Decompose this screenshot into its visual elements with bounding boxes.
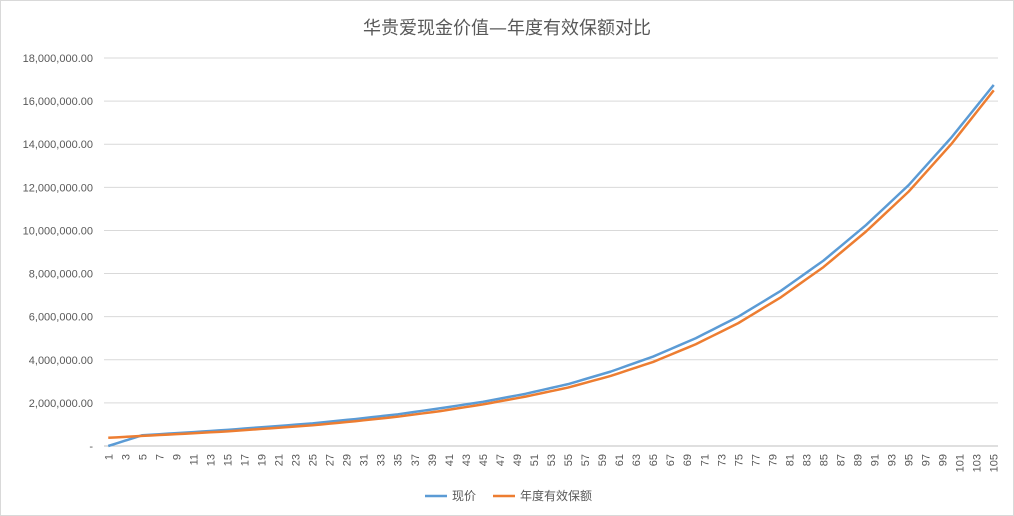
x-tick-label: 45 (478, 454, 490, 466)
x-tick-label: 105 (989, 454, 1001, 472)
y-tick-label: 4,000,000.00 (29, 355, 93, 367)
x-tick-label: 1 (103, 454, 115, 460)
x-tick-label: 65 (648, 454, 660, 466)
x-tick-label: 63 (631, 454, 643, 466)
y-tick-label: 8,000,000.00 (29, 269, 93, 281)
y-tick-label: 2,000,000.00 (29, 398, 93, 410)
legend: 现价 年度有效保额 (425, 488, 592, 503)
x-tick-label: 73 (716, 454, 728, 466)
y-tick-label: 12,000,000.00 (23, 182, 93, 194)
x-tick-label: 33 (376, 454, 388, 466)
y-tick-label: 16,000,000.00 (23, 96, 93, 108)
y-tick-label: 14,000,000.00 (23, 139, 93, 151)
x-tick-label: 61 (614, 454, 626, 466)
x-tick-label: 39 (427, 454, 439, 466)
x-tick-label: 49 (512, 454, 524, 466)
y-axis-ticks: - 2,000,000.00 4,000,000.00 6,000,000.00 8,0… (23, 53, 94, 453)
x-tick-label: 27 (325, 454, 337, 466)
x-tick-label: 47 (495, 454, 507, 466)
series-line-1 (108, 89, 995, 440)
x-tick-label: 95 (904, 454, 916, 466)
x-tick-label: 13 (205, 454, 217, 466)
legend-label-1: 年度有效保额 (520, 488, 592, 503)
x-tick-label: 19 (257, 454, 269, 466)
series-line-0 (107, 84, 995, 448)
x-tick-label: 41 (444, 454, 456, 466)
x-tick-label: 23 (291, 454, 303, 466)
x-tick-label: 25 (308, 454, 320, 466)
x-tick-label: 17 (239, 454, 251, 466)
x-tick-label: 83 (801, 454, 813, 466)
x-tick-label: 5 (137, 454, 149, 460)
x-tick-label: 51 (529, 454, 541, 466)
y-tick-label: 18,000,000.00 (23, 53, 93, 65)
x-tick-label: 35 (393, 454, 405, 466)
chart-title: 华贵爱现金价值—年度有效保额对比 (363, 18, 651, 39)
x-tick-label: 93 (887, 454, 899, 466)
x-tick-label: 55 (563, 454, 575, 466)
x-tick-label: 43 (461, 454, 473, 466)
x-tick-label: 69 (682, 454, 694, 466)
x-tick-label: 7 (154, 454, 166, 460)
y-tick-label: 6,000,000.00 (29, 312, 93, 324)
x-tick-label: 79 (767, 454, 779, 466)
x-tick-label: 11 (188, 454, 200, 465)
x-tick-label: 57 (580, 454, 592, 466)
x-tick-label: 101 (955, 454, 967, 472)
x-tick-label: 75 (733, 454, 745, 466)
x-tick-label: 9 (171, 454, 183, 460)
x-tick-label: 53 (546, 454, 558, 466)
x-axis-ticks: 1 3 5 7 9 11 13 15 17 19 21 23 25 27 29 31 33 35 37 39 41 43 4… (103, 454, 1000, 472)
x-tick-label: 91 (870, 454, 882, 466)
x-tick-label: 97 (921, 454, 933, 466)
grid-lines (104, 57, 998, 447)
x-tick-label: 59 (597, 454, 609, 466)
x-tick-label: 81 (784, 454, 796, 466)
x-tick-label: 37 (410, 454, 422, 466)
x-tick-label: 31 (359, 454, 371, 466)
x-tick-label: 67 (665, 454, 677, 466)
y-tick-label: - (89, 441, 93, 453)
x-tick-label: 77 (750, 454, 762, 466)
x-tick-label: 29 (342, 454, 354, 466)
x-tick-label: 87 (835, 454, 847, 466)
x-tick-label: 21 (274, 454, 286, 466)
y-tick-label: 10,000,000.00 (23, 225, 93, 237)
x-tick-label: 15 (222, 454, 234, 466)
x-tick-label: 89 (853, 454, 865, 466)
x-tick-label: 85 (818, 454, 830, 466)
x-tick-label: 99 (938, 454, 950, 466)
legend-label-0: 现价 (452, 489, 476, 503)
x-tick-label: 103 (972, 454, 984, 472)
x-tick-label: 71 (699, 454, 711, 466)
x-tick-label: 3 (120, 454, 132, 460)
series-lines (107, 84, 995, 448)
